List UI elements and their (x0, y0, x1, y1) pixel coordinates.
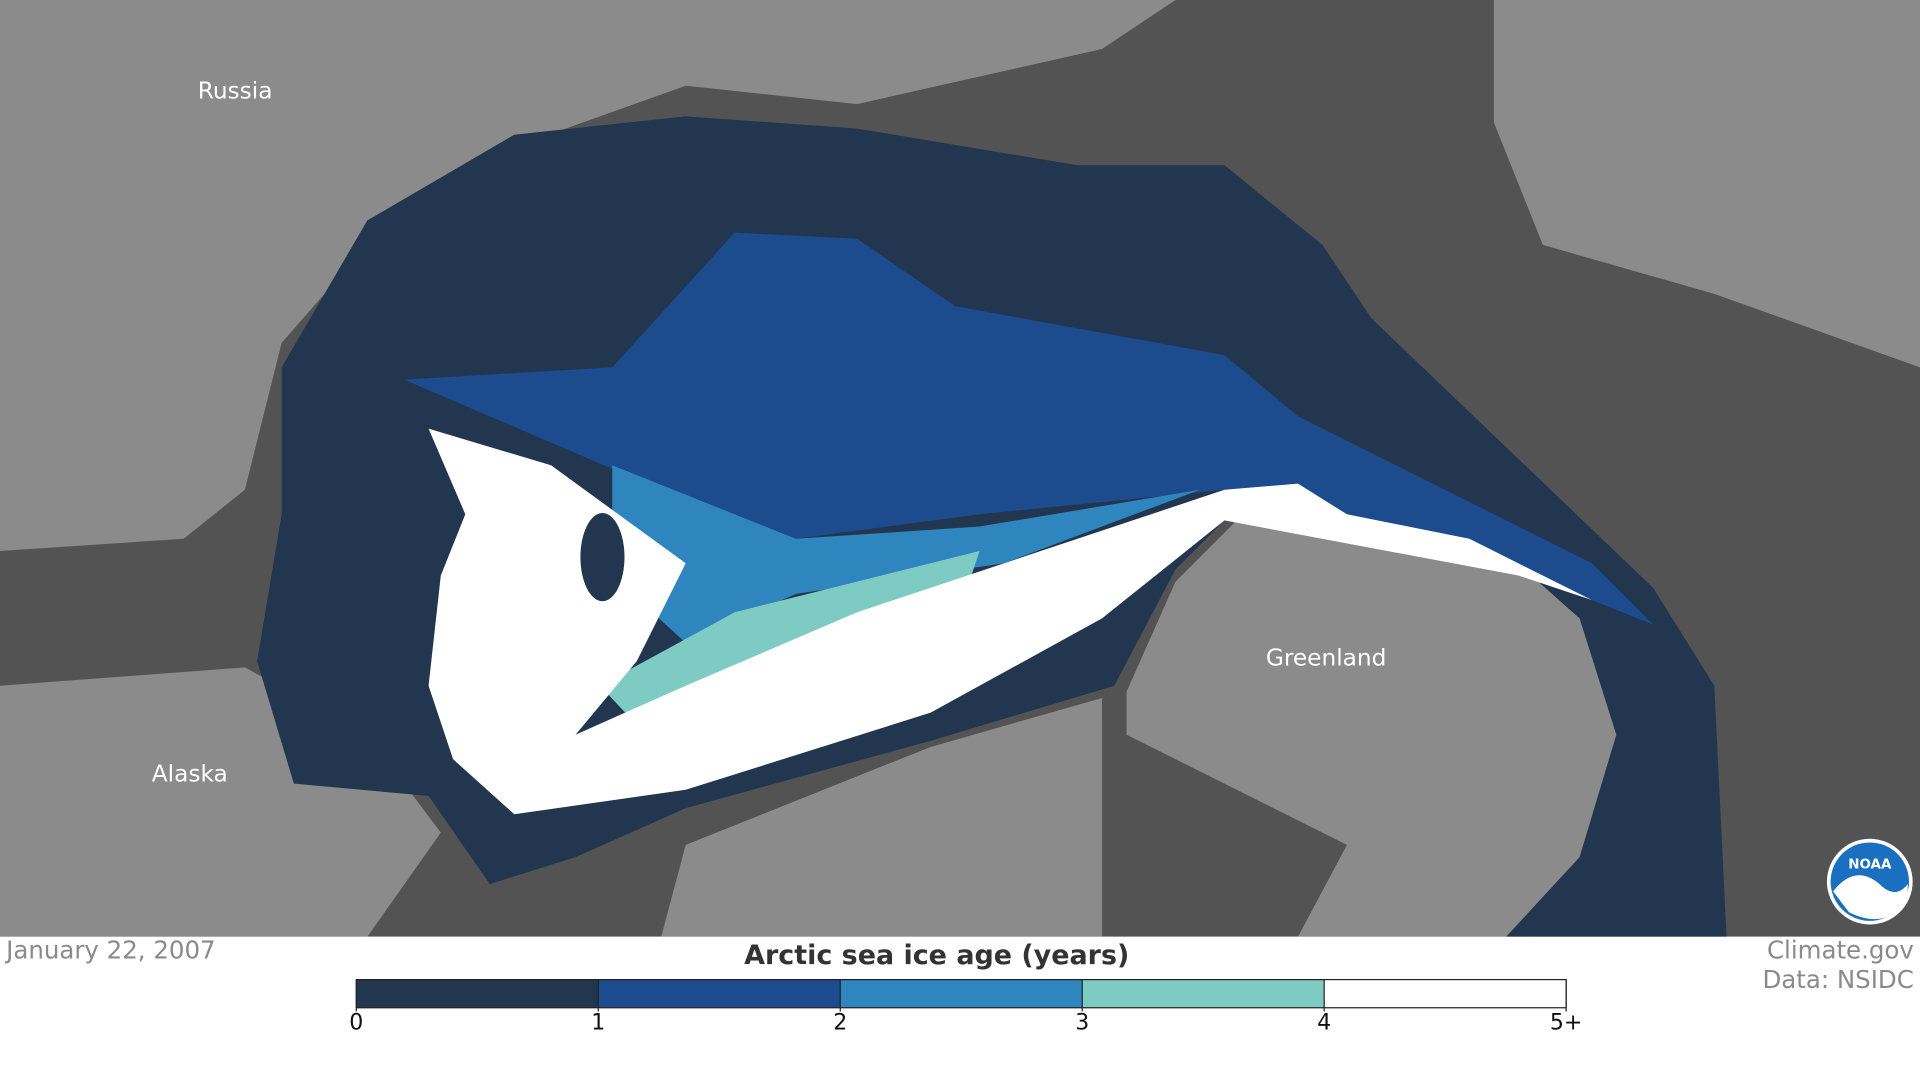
ice-age-3-4 (600, 551, 980, 725)
legend-tick-label: 3 (1075, 1011, 1089, 1036)
ice-age-2-3 (612, 465, 1200, 643)
land-canada (661, 697, 1103, 937)
legend-tick-label: 0 (349, 1011, 363, 1036)
ice-age-5plus (428, 428, 1592, 815)
label-alaska: Alaska (152, 761, 228, 788)
map: Russia Alaska Greenland NOAA (0, 0, 1920, 937)
land-russia (0, 0, 1176, 552)
date: January 22, 2007 (4, 935, 216, 964)
logo-wave (1833, 875, 1908, 920)
ice-hole (580, 513, 625, 602)
legend-tick-label: 2 (833, 1011, 847, 1036)
land-scandinavia (1493, 0, 1920, 368)
legend-tick-label: 5+ (1550, 1011, 1582, 1036)
legend-swatch (356, 979, 599, 1008)
legend-swatch (840, 979, 1083, 1008)
legend: 0 1 2 3 4 5+ (349, 978, 1582, 1036)
label-greenland: Greenland (1266, 644, 1387, 671)
ice-age-1-2 (404, 232, 1654, 625)
credit: Climate.gov (1767, 935, 1914, 964)
legend-swatch (1082, 979, 1325, 1008)
legend-title: Arctic sea ice age (years) (744, 940, 1129, 971)
legend-swatch (598, 979, 841, 1008)
logo-text: NOAA (1848, 857, 1892, 872)
legend-swatch (1324, 979, 1567, 1008)
noaa-logo: NOAA (1826, 838, 1913, 925)
label-russia: Russia (198, 77, 273, 104)
legend-tick-label: 1 (591, 1011, 605, 1036)
legend-tick-label: 4 (1317, 1011, 1331, 1036)
land-greenland (1126, 483, 1629, 937)
credit: Data: NSIDC (1762, 965, 1913, 994)
